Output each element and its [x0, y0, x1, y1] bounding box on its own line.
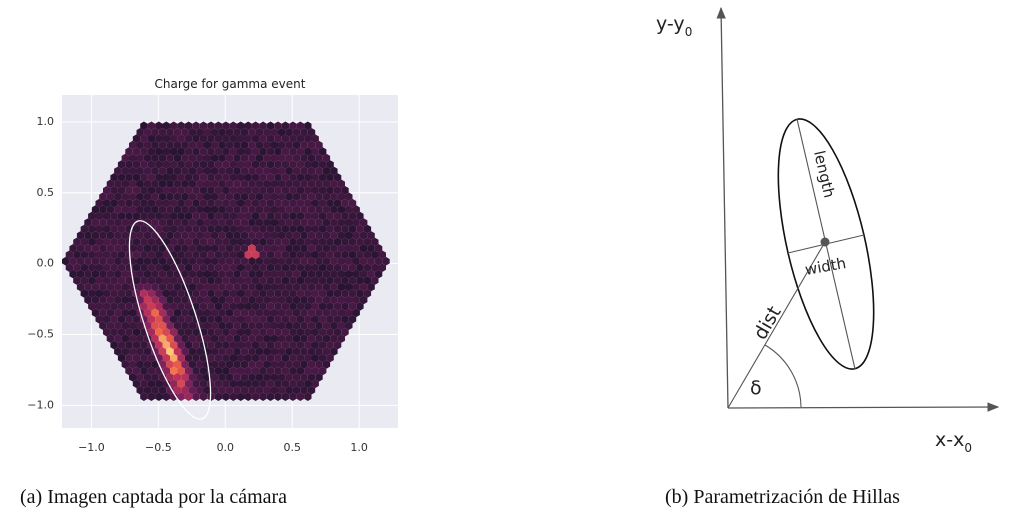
x-axis [728, 407, 998, 408]
y-tick-label: −0.5 [27, 327, 54, 340]
x-tick-label: 0.0 [217, 441, 235, 454]
x-axis-text: x-x [935, 429, 964, 451]
x-tick-label: −0.5 [145, 441, 172, 454]
y-axis [721, 8, 728, 408]
x-axis-label: x-x0 [935, 429, 972, 455]
caption-a: (a) Imagen captada por la cámara [20, 486, 287, 508]
y-axis-text: y-y [656, 13, 685, 35]
x-tick-label: 0.5 [283, 441, 301, 454]
width-label: width [804, 254, 848, 279]
x-tick-label: 1.0 [350, 441, 368, 454]
caption-b: (b) Parametrización de Hillas [665, 486, 900, 508]
y-axis-subscript: 0 [685, 25, 693, 39]
plot-title: Charge for gamma event [155, 77, 306, 91]
dist-label: dist [749, 302, 785, 343]
y-tick-label: −1.0 [27, 398, 54, 411]
angle-label: δ [750, 377, 762, 399]
centroid [821, 238, 830, 247]
y-tick-label: 0.0 [37, 257, 55, 270]
x-tick-label: −1.0 [78, 441, 105, 454]
angle-arc [765, 345, 801, 407]
y-axis-label: y-y0 [656, 13, 692, 39]
figure: −1.0 −0.5 0.0 0.5 1.0 −1.0 −0.5 0.0 0.5 1.0 Charg… [0, 0, 1009, 520]
y-tick-label: 0.5 [37, 186, 55, 199]
y-tick-label: 1.0 [37, 115, 55, 128]
x-axis-subscript: 0 [964, 441, 972, 455]
